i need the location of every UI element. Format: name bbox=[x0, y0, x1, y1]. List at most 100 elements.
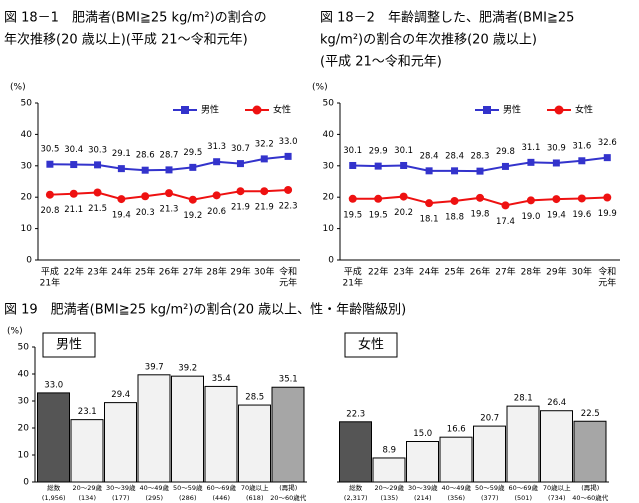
value-label: 19.6 bbox=[572, 210, 591, 220]
x-tick-label: (377) bbox=[481, 494, 498, 502]
x-tick-label: (再掲) bbox=[581, 483, 599, 492]
legend-marker bbox=[181, 106, 189, 114]
point bbox=[552, 159, 560, 167]
y-axis-label: (%) bbox=[312, 83, 328, 93]
point bbox=[117, 165, 125, 173]
value-label: 19.4 bbox=[547, 211, 566, 221]
x-tick-label: 28年 bbox=[521, 266, 541, 278]
value-label: 30.9 bbox=[547, 143, 566, 153]
y-tick-label: 10 bbox=[21, 224, 33, 234]
bar bbox=[439, 436, 473, 483]
x-tick-label: 総数 bbox=[47, 483, 61, 492]
value-label: 15.0 bbox=[413, 429, 432, 439]
y-tick-label: 50 bbox=[18, 343, 30, 353]
value-label: 16.6 bbox=[447, 425, 466, 435]
point bbox=[284, 185, 293, 194]
value-label: 22.5 bbox=[581, 409, 600, 419]
point bbox=[349, 161, 357, 169]
point bbox=[46, 160, 54, 168]
value-label: 28.4 bbox=[445, 151, 464, 161]
chart-title: 図 18－2 年齢調整した、肥満者(BMI≧25 bbox=[320, 11, 574, 26]
value-label: 21.5 bbox=[88, 204, 107, 214]
point bbox=[501, 201, 510, 210]
point bbox=[527, 158, 535, 166]
legend-label: 女性 bbox=[575, 104, 593, 116]
value-label: 35.4 bbox=[212, 374, 231, 384]
bar bbox=[238, 404, 271, 483]
point bbox=[451, 167, 459, 175]
x-tick-label: (214) bbox=[414, 494, 431, 502]
value-label: 39.2 bbox=[178, 364, 197, 374]
point bbox=[94, 161, 102, 169]
x-tick-label: 24年 bbox=[111, 266, 131, 278]
point bbox=[284, 152, 292, 160]
x-tick-label: (295) bbox=[146, 494, 163, 502]
legend-marker bbox=[483, 106, 491, 114]
y-tick-label: 20 bbox=[21, 193, 33, 203]
value-label: 26.4 bbox=[547, 398, 566, 408]
point bbox=[141, 192, 150, 201]
value-label: 29.9 bbox=[369, 147, 388, 157]
x-tick-label: 70歳以上 bbox=[241, 483, 269, 492]
x-tick-label: 27年 bbox=[495, 266, 515, 278]
x-tick-label: 40～60歳代 bbox=[572, 493, 609, 502]
point bbox=[165, 189, 173, 198]
point bbox=[476, 167, 484, 175]
value-label: 35.1 bbox=[279, 375, 298, 385]
value-label: 19.5 bbox=[343, 210, 362, 220]
x-tick-label: 元年 bbox=[598, 277, 616, 289]
point bbox=[236, 160, 244, 168]
x-tick-label: 24年 bbox=[419, 266, 439, 278]
panel-label-box bbox=[344, 332, 398, 358]
y-tick-label: 10 bbox=[323, 224, 335, 234]
value-label: 29.4 bbox=[111, 390, 130, 400]
chart-title: 図 19 肥満者(BMI≧25 kg/m²)の割合(20 歳以上、性・年齢階級別… bbox=[4, 302, 406, 318]
value-label: 21.9 bbox=[231, 203, 250, 213]
x-tick-label: 70歳以上 bbox=[543, 483, 571, 492]
x-tick-label: 40～49歳 bbox=[441, 483, 471, 492]
x-tick-label: (134) bbox=[79, 494, 96, 502]
bar bbox=[171, 375, 204, 483]
x-tick-label: 22年 bbox=[64, 266, 84, 278]
point bbox=[212, 191, 221, 200]
point bbox=[374, 162, 382, 170]
x-tick-label: (135) bbox=[381, 494, 398, 502]
value-label: 17.4 bbox=[496, 217, 515, 227]
value-label: 21.1 bbox=[64, 205, 83, 215]
x-tick-label: 27年 bbox=[183, 266, 203, 278]
y-tick-label: 0 bbox=[26, 256, 32, 266]
x-tick-label: 30年 bbox=[572, 266, 592, 278]
point bbox=[45, 190, 54, 199]
value-label: 19.5 bbox=[369, 210, 388, 220]
x-tick-label: 60～69歳 bbox=[206, 483, 236, 492]
point bbox=[425, 199, 434, 208]
x-tick-label: 20～29歳 bbox=[374, 483, 404, 492]
bar bbox=[104, 402, 137, 483]
x-tick-label: 29年 bbox=[546, 266, 566, 278]
value-label: 30.1 bbox=[394, 146, 413, 156]
value-label: 20.7 bbox=[480, 414, 499, 424]
chart-title: 図 18－1 肥満者(BMI≧25 kg/m²)の割合の bbox=[4, 10, 267, 26]
x-tick-label: 平成 bbox=[41, 266, 59, 278]
bar bbox=[406, 441, 439, 483]
value-label: 23.1 bbox=[78, 407, 97, 417]
legend-marker bbox=[554, 105, 564, 115]
value-label: 21.3 bbox=[160, 205, 179, 215]
point bbox=[578, 157, 586, 165]
y-tick-label: 30 bbox=[21, 161, 33, 171]
x-tick-label: (再掲) bbox=[279, 483, 297, 492]
bar bbox=[573, 420, 607, 483]
x-tick-label: (356) bbox=[448, 494, 465, 502]
value-label: 19.9 bbox=[598, 209, 617, 219]
x-tick-label: (501) bbox=[515, 494, 532, 502]
y-tick-label: 20 bbox=[18, 424, 30, 434]
x-tick-label: 40～49歳 bbox=[139, 483, 169, 492]
panel-label: 男性 bbox=[56, 338, 82, 353]
value-label: 32.2 bbox=[255, 139, 274, 149]
value-label: 22.3 bbox=[346, 409, 365, 419]
x-tick-label: 23年 bbox=[393, 266, 413, 278]
point bbox=[603, 154, 611, 162]
value-label: 30.1 bbox=[343, 146, 362, 156]
point bbox=[603, 193, 612, 202]
y-tick-label: 50 bbox=[323, 99, 335, 109]
